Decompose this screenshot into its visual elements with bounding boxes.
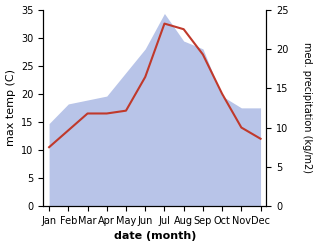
Y-axis label: max temp (C): max temp (C) xyxy=(5,69,16,146)
X-axis label: date (month): date (month) xyxy=(114,231,196,242)
Y-axis label: med. precipitation (kg/m2): med. precipitation (kg/m2) xyxy=(302,42,313,173)
